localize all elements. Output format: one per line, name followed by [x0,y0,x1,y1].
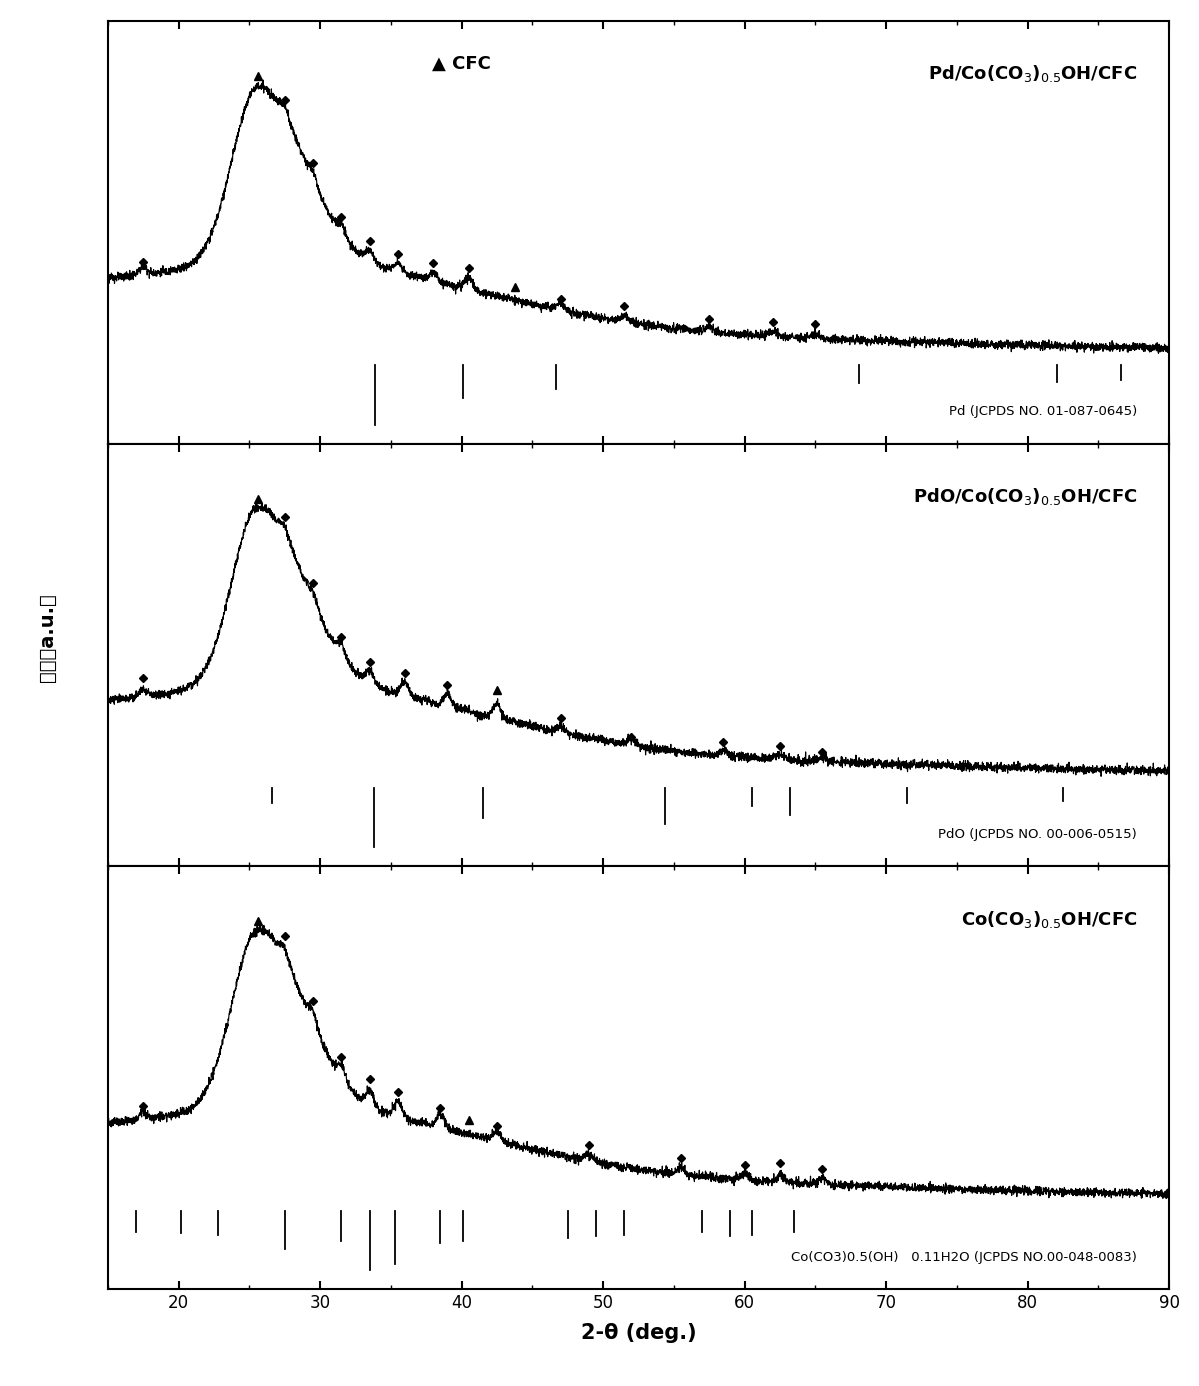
X-axis label: 2-θ (deg.): 2-θ (deg.) [580,1324,697,1343]
Text: ▲ CFC: ▲ CFC [432,54,490,72]
Text: PdO (JCPDS NO. 00-006-0515): PdO (JCPDS NO. 00-006-0515) [939,827,1137,841]
Text: Co(CO$_3$)$_{0.5}$OH/CFC: Co(CO$_3$)$_{0.5}$OH/CFC [960,909,1137,930]
Text: 强度（a.u.）: 强度（a.u.） [38,593,58,682]
Text: Pd/Co(CO$_3$)$_{0.5}$OH/CFC: Pd/Co(CO$_3$)$_{0.5}$OH/CFC [928,64,1137,85]
Text: PdO/Co(CO$_3$)$_{0.5}$OH/CFC: PdO/Co(CO$_3$)$_{0.5}$OH/CFC [912,486,1137,507]
Text: Co(CO3)0.5(OH)   0.11H2O (JCPDS NO.00-048-0083): Co(CO3)0.5(OH) 0.11H2O (JCPDS NO.00-048-… [791,1250,1137,1264]
Text: Pd (JCPDS NO. 01-087-0645): Pd (JCPDS NO. 01-087-0645) [948,405,1137,419]
